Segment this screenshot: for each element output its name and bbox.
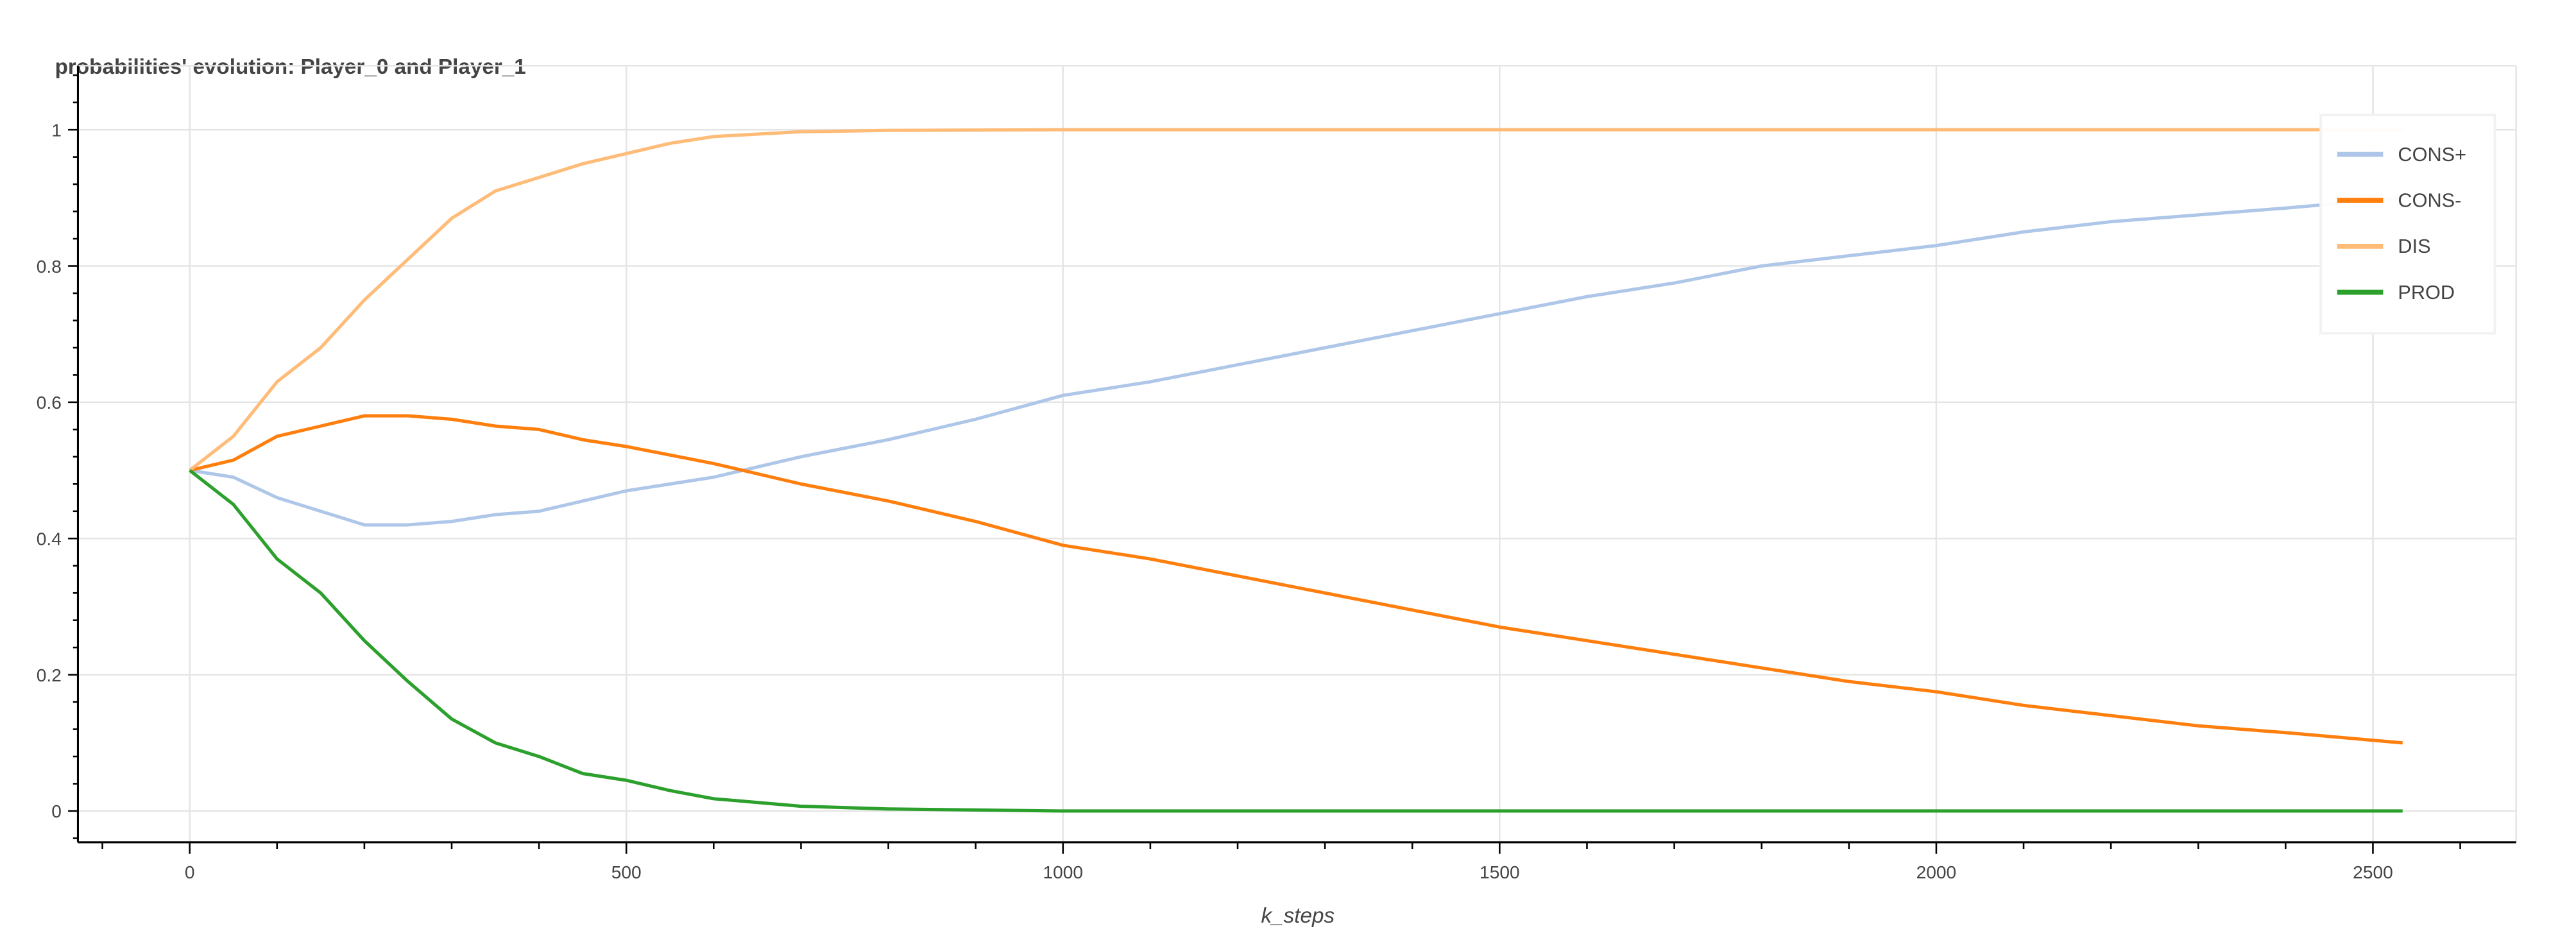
legend-label: PROD	[2398, 281, 2455, 303]
y-tick-label: 0.6	[37, 393, 62, 413]
chart-title: probabilities' evolution: Player_0 and P…	[55, 55, 526, 79]
axes: 0 500 1000 1500 2000 2500 0 0.2 0.4 0.6 0.8 1	[37, 65, 2516, 882]
x-tick-label: 2000	[1916, 862, 1957, 882]
y-tick-label: 0.4	[37, 529, 62, 549]
x-tick-label: 2500	[2353, 862, 2393, 882]
legend: CONS+ CONS- DIS PROD	[2319, 114, 2496, 335]
legend-label: CONS+	[2398, 143, 2466, 166]
legend-label: CONS-	[2398, 189, 2461, 211]
y-tick-label: 1	[51, 120, 62, 140]
series-line-prod	[189, 469, 2403, 813]
series-line-cons	[189, 196, 2403, 527]
series-line-cons	[189, 414, 2403, 745]
x-tick-label: 500	[611, 862, 642, 882]
series-group	[189, 128, 2403, 813]
x-tick-label: 0	[185, 862, 195, 882]
y-tick-label: 0.8	[37, 257, 62, 277]
x-tick-label: 1000	[1043, 862, 1084, 882]
legend-box	[2319, 114, 2496, 335]
y-tick-label: 0.2	[37, 665, 62, 685]
legend-label: DIS	[2398, 235, 2430, 257]
x-tick-label: 1500	[1480, 862, 1520, 882]
series-line-dis	[189, 128, 2403, 472]
x-axis-label: k_steps	[1261, 904, 1335, 928]
y-tick-label: 0	[51, 801, 62, 821]
